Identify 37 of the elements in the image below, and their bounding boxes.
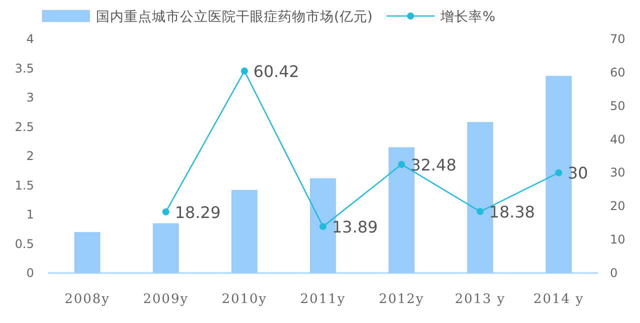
y2-tick-label: 50 bbox=[610, 98, 626, 113]
y2-tick-label: 70 bbox=[610, 32, 626, 46]
y-tick-label: 2 bbox=[26, 149, 34, 163]
x-tick-label: 2014 y bbox=[533, 292, 584, 307]
y-tick-label: 3.5 bbox=[14, 61, 34, 76]
x-tick-label: 2012y bbox=[378, 292, 424, 307]
bar bbox=[74, 232, 100, 273]
x-tick-label: 2008y bbox=[64, 292, 110, 307]
bar bbox=[152, 223, 179, 273]
x-tick-label: 2009y bbox=[143, 292, 189, 307]
y-tick-label: 2.5 bbox=[14, 120, 34, 134]
point bbox=[240, 68, 248, 75]
point bbox=[320, 223, 326, 230]
point bbox=[476, 208, 484, 216]
x-tick-label: 2010y bbox=[222, 292, 268, 307]
y-tick-label: 1 bbox=[26, 208, 34, 222]
point bbox=[555, 169, 562, 176]
legend-label: 国内重点城市公立医院干眼症药物市场(亿元) bbox=[96, 9, 373, 25]
bar bbox=[231, 190, 258, 273]
y2-tick-label: 20 bbox=[610, 199, 626, 214]
y2-tick-label: 40 bbox=[610, 132, 626, 146]
y-tick-label: 4 bbox=[26, 32, 34, 46]
data-label: 60.42 bbox=[253, 62, 300, 82]
y-tick-label: 0 bbox=[26, 266, 34, 280]
x-tick-label: 2011y bbox=[300, 292, 346, 307]
data-label: 18.29 bbox=[174, 202, 221, 222]
y-tick-label: 3 bbox=[26, 90, 34, 104]
y2-tick-label: 60 bbox=[610, 65, 626, 80]
point bbox=[162, 208, 170, 216]
y2-tick-label: 30 bbox=[610, 166, 626, 180]
y-tick-label: 0.5 bbox=[14, 236, 34, 251]
point bbox=[398, 160, 406, 168]
legend-label: 增长率% bbox=[440, 9, 496, 25]
y2-tick-label: 0 bbox=[610, 266, 618, 280]
x-tick-label: 2013 y bbox=[454, 292, 506, 307]
y2-tick-label: 10 bbox=[610, 232, 626, 247]
y-tick-label: 1.5 bbox=[14, 178, 34, 192]
